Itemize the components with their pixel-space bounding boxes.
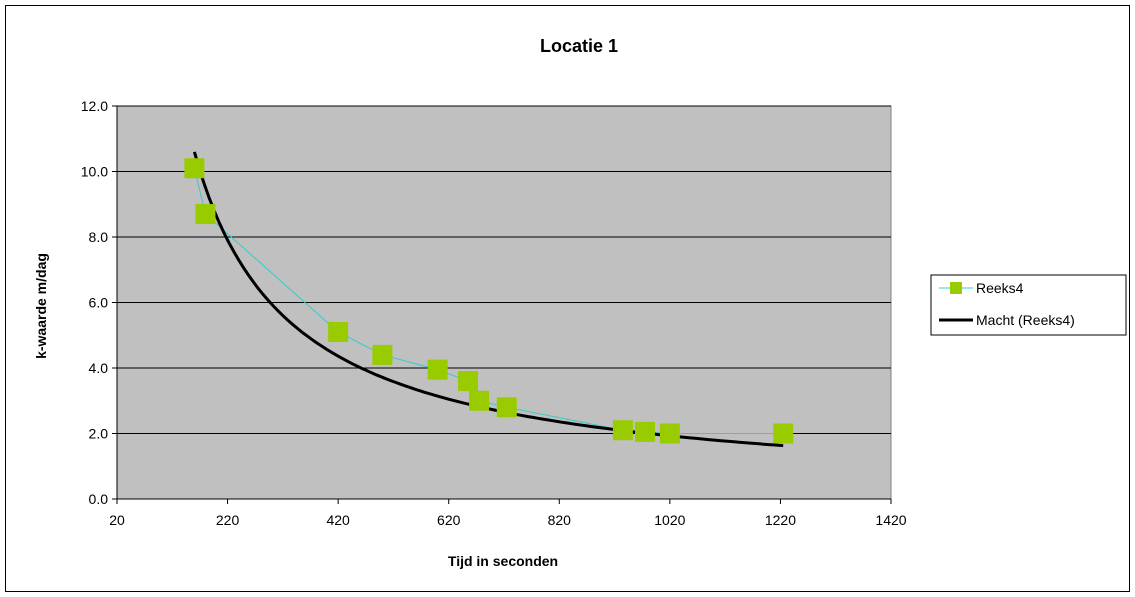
data-point-reeks4 — [184, 158, 205, 179]
chart-frame: Locatie 1 0.0 2.0 4.0 6.0 8.0 10.0 12.0 20 220 4… — [5, 5, 1130, 592]
y-tick-label: 12.0 — [81, 98, 108, 114]
y-tick-label: 6.0 — [89, 295, 109, 311]
series-layer — [184, 151, 794, 448]
data-point-reeks4 — [659, 423, 680, 444]
x-tick-label: 1420 — [875, 512, 906, 528]
y-tick-label: 8.0 — [89, 229, 109, 245]
data-point-reeks4 — [634, 421, 655, 442]
y-tick-labels: 0.0 2.0 4.0 6.0 8.0 10.0 12.0 — [81, 98, 108, 507]
data-point-reeks4 — [458, 371, 479, 392]
legend-label-reeks4: Reeks4 — [976, 280, 1024, 296]
x-tick-label: 420 — [326, 512, 350, 528]
legend-marker-reeks4 — [950, 282, 962, 294]
legend-label-macht: Macht (Reeks4) — [976, 312, 1075, 328]
y-tick-label: 0.0 — [89, 491, 109, 507]
x-tick-label: 620 — [437, 512, 461, 528]
legend: Reeks4 Macht (Reeks4) — [930, 274, 1127, 336]
data-point-reeks4 — [328, 321, 349, 342]
x-tick-label: 20 — [109, 512, 125, 528]
legend-box — [930, 274, 1127, 336]
chart-title: Locatie 1 — [540, 36, 618, 56]
data-point-reeks4 — [427, 359, 448, 380]
y-tick-label: 10.0 — [81, 164, 108, 180]
x-tick-label: 1220 — [765, 512, 796, 528]
data-point-reeks4 — [469, 390, 490, 411]
data-point-reeks4 — [372, 344, 393, 365]
x-tick-label: 820 — [548, 512, 572, 528]
x-tick-labels: 20 220 420 620 820 1020 1220 1420 — [109, 512, 907, 528]
data-point-reeks4 — [496, 397, 517, 418]
x-tick-label: 220 — [216, 512, 240, 528]
y-axis-title: k-waarde m/dag — [33, 253, 49, 359]
axes — [112, 105, 892, 504]
x-tick-label: 1020 — [654, 512, 685, 528]
y-tick-label: 2.0 — [89, 426, 109, 442]
x-axis-title: Tijd in seconden — [448, 553, 558, 569]
data-point-reeks4 — [773, 423, 794, 444]
y-tick-label: 4.0 — [89, 360, 109, 376]
data-point-reeks4 — [612, 420, 633, 441]
chart-svg: Locatie 1 0.0 2.0 4.0 6.0 8.0 10.0 12.0 20 220 4… — [33, 36, 1127, 569]
data-point-reeks4 — [195, 204, 216, 225]
